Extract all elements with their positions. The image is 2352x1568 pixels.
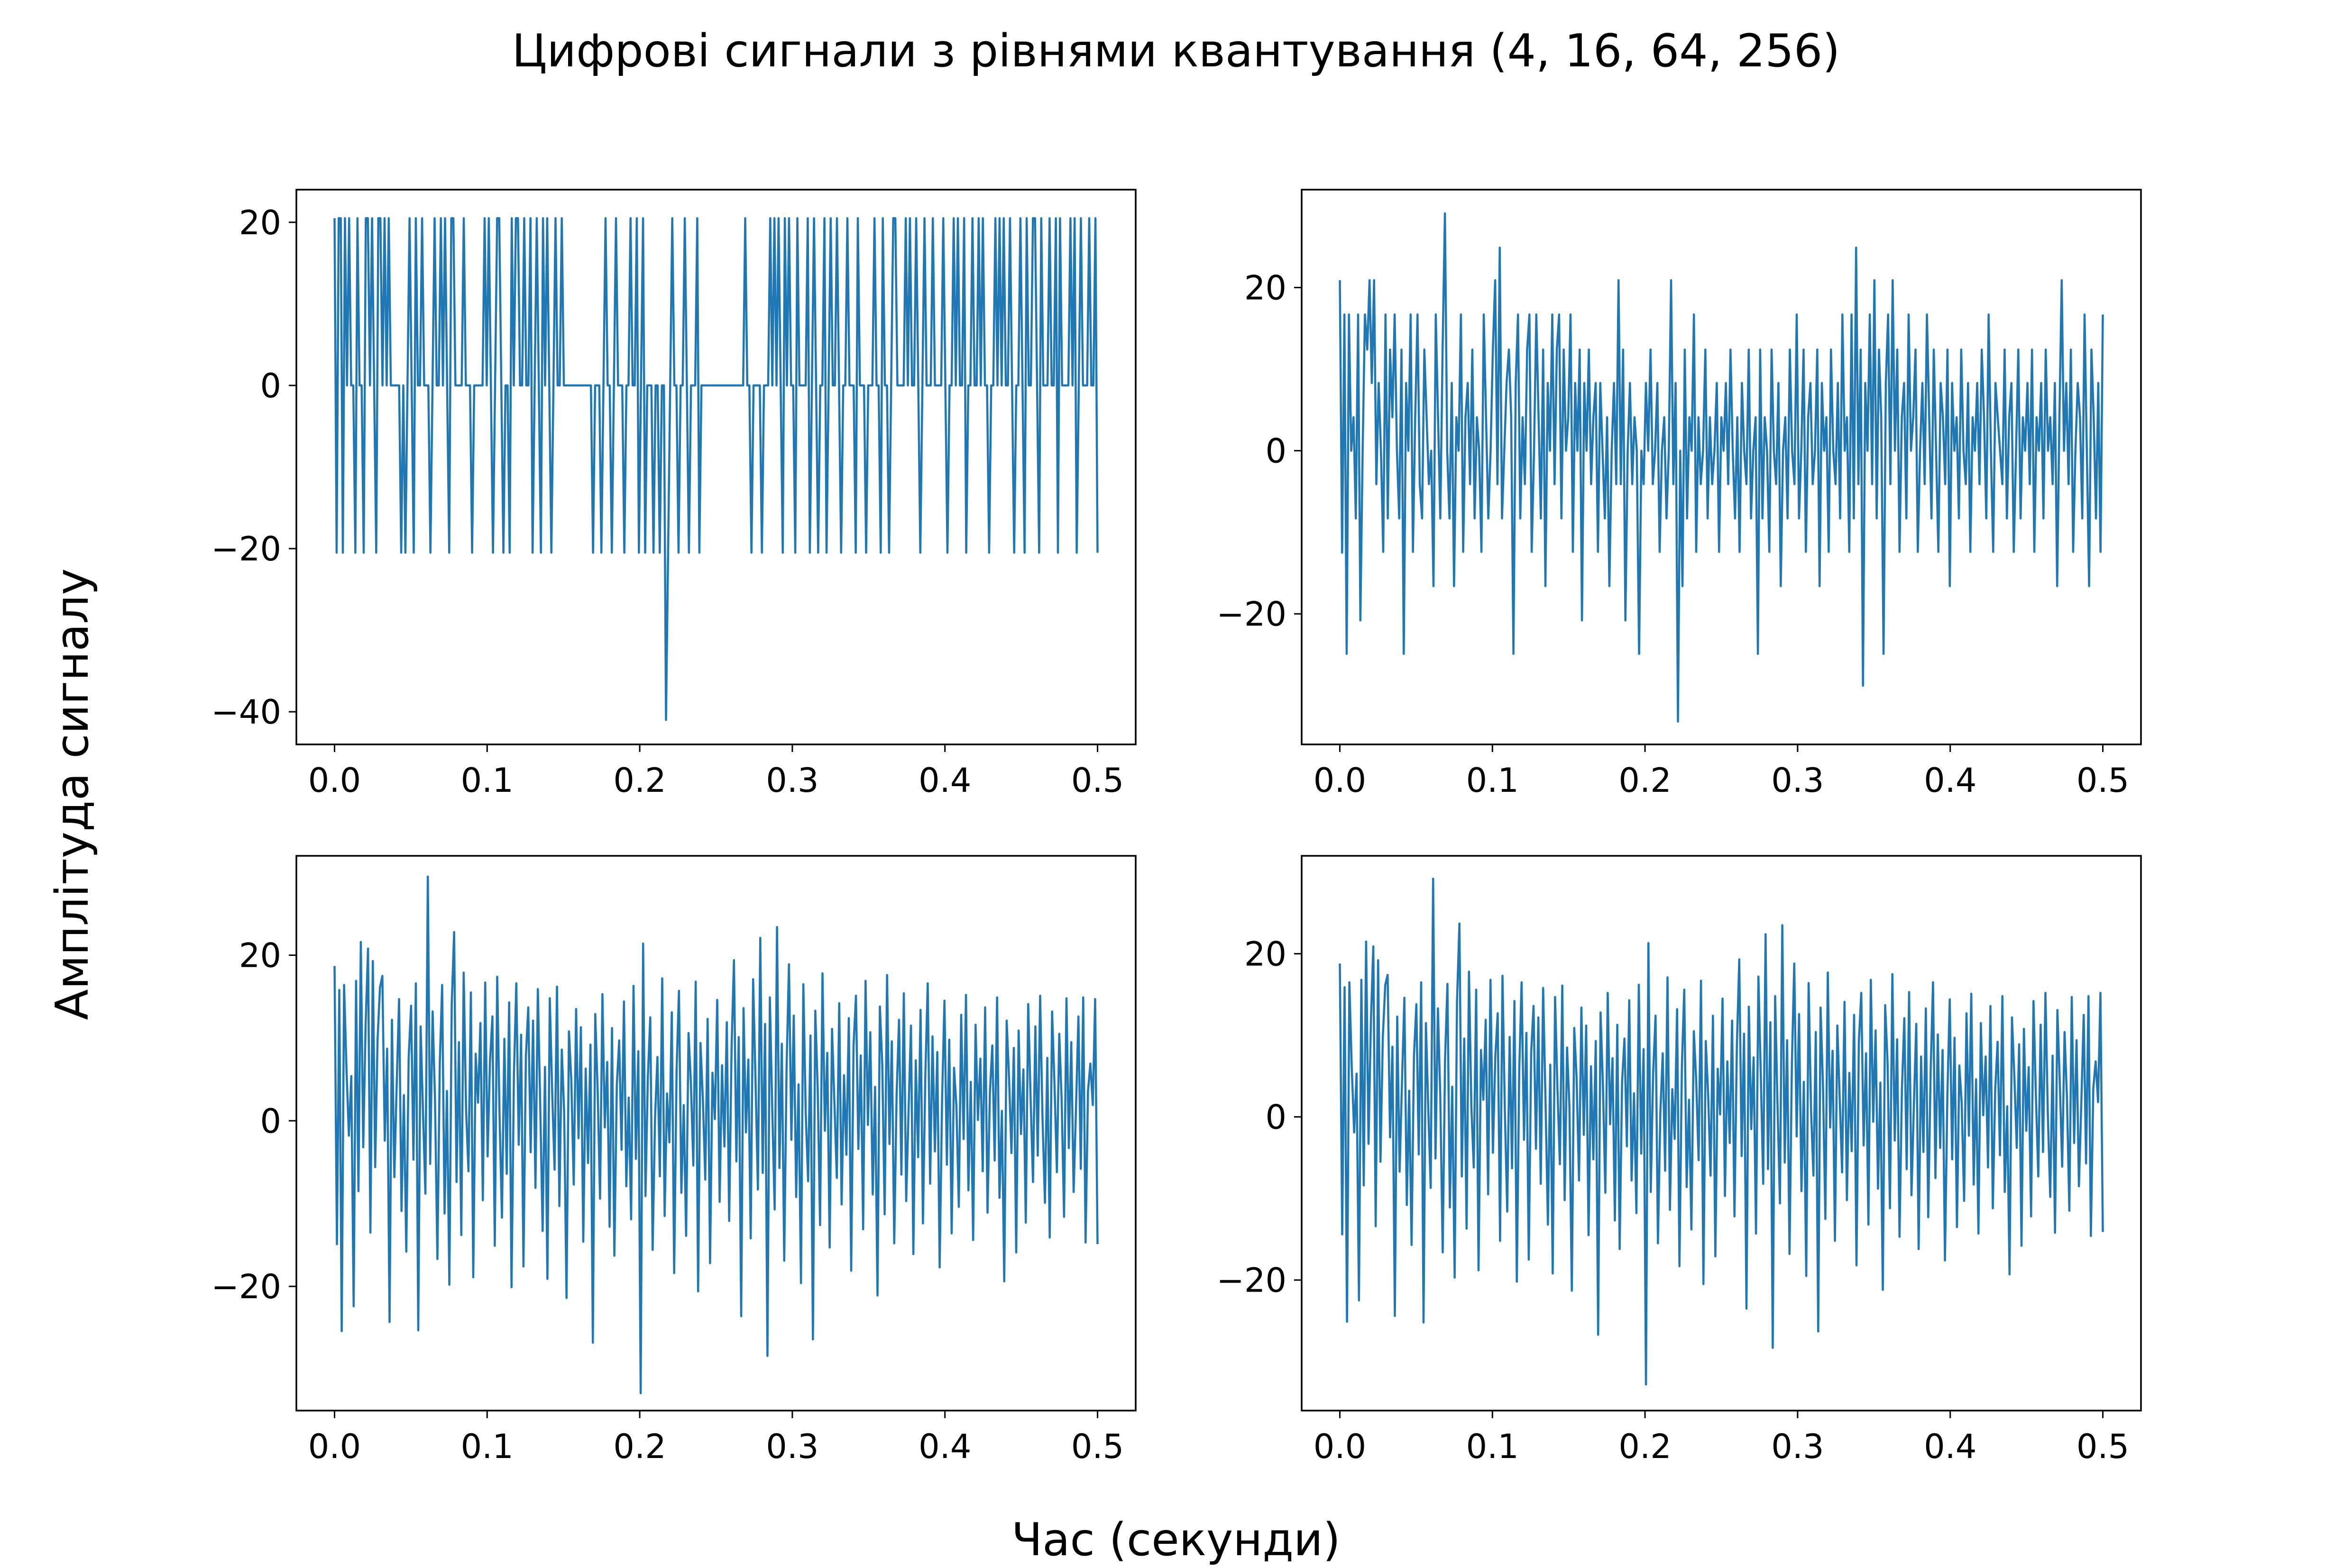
y-tick-label: 0 <box>260 1102 281 1141</box>
y-tick-label: −20 <box>1216 595 1286 634</box>
axes-frame <box>1301 189 2142 745</box>
x-tick-label: 0.3 <box>1771 761 1824 800</box>
x-tick-label: 0.5 <box>2076 761 2129 800</box>
axes-frame <box>1301 855 2142 1412</box>
subplot-4: 0.0 0.1 0.2 0.3 0.4 0.5 −20 0 20 <box>1216 855 2142 1466</box>
x-tick-label: 0.3 <box>766 1427 818 1466</box>
subplot-2: 0.0 0.1 0.2 0.3 0.4 0.5 −20 0 20 <box>1216 189 2142 800</box>
x-tick-label: 0.0 <box>1314 761 1366 800</box>
x-tick-label: 0.0 <box>308 1427 361 1466</box>
x-tick-label: 0.3 <box>1771 1427 1824 1466</box>
y-tick-label: 20 <box>239 203 281 242</box>
y-tick-label: 20 <box>1244 935 1286 973</box>
x-tick-label: 0.3 <box>766 761 818 800</box>
x-tick-label: 0.0 <box>1314 1427 1366 1466</box>
x-tick-label: 0.2 <box>613 761 666 800</box>
subplot-1: 0.0 0.1 0.2 0.3 0.4 0.5 −40 −20 0 20 <box>211 189 1137 800</box>
subplot-3: 0.0 0.1 0.2 0.3 0.4 0.5 −20 0 20 <box>211 855 1137 1466</box>
y-axis-label: Амплітуда сигналу <box>46 569 99 1020</box>
x-tick-label: 0.4 <box>919 1427 971 1466</box>
y-tick-label: −20 <box>211 530 281 569</box>
x-tick-label: 0.1 <box>1466 1427 1519 1466</box>
y-tick-label: 0 <box>260 367 281 405</box>
x-tick-label: 0.5 <box>2076 1427 2129 1466</box>
y-tick-label: −20 <box>1216 1261 1286 1300</box>
signal-line-4 <box>1339 877 2104 1386</box>
axes-frame <box>295 855 1137 1412</box>
x-tick-label: 0.4 <box>1924 761 1976 800</box>
x-tick-label: 0.1 <box>461 1427 514 1466</box>
x-tick-label: 0.4 <box>1924 1427 1976 1466</box>
y-tick-label: −40 <box>211 693 281 732</box>
x-tick-label: 0.2 <box>1618 1427 1671 1466</box>
signal-line-2 <box>1339 212 2104 723</box>
signal-line-3 <box>333 875 1099 1394</box>
y-tick-label: 0 <box>1265 1098 1286 1137</box>
y-tick-label: 20 <box>239 936 281 975</box>
axes-frame <box>295 189 1137 745</box>
x-tick-label: 0.1 <box>1466 761 1519 800</box>
x-tick-label: 0.2 <box>613 1427 666 1466</box>
x-tick-label: 0.2 <box>1618 761 1671 800</box>
x-tick-label: 0.5 <box>1071 761 1124 800</box>
figure-title: Цифрові сигнали з рівнями квантування (4… <box>512 25 1840 77</box>
x-tick-label: 0.1 <box>461 761 514 800</box>
x-tick-label: 0.5 <box>1071 1427 1124 1466</box>
y-tick-label: 0 <box>1265 432 1286 471</box>
y-tick-label: 20 <box>1244 268 1286 307</box>
x-tick-label: 0.4 <box>919 761 971 800</box>
signal-line-1 <box>333 217 1099 721</box>
x-axis-label: Час (секунди) <box>1011 1514 1341 1566</box>
y-tick-label: −20 <box>211 1267 281 1306</box>
x-tick-label: 0.0 <box>308 761 361 800</box>
